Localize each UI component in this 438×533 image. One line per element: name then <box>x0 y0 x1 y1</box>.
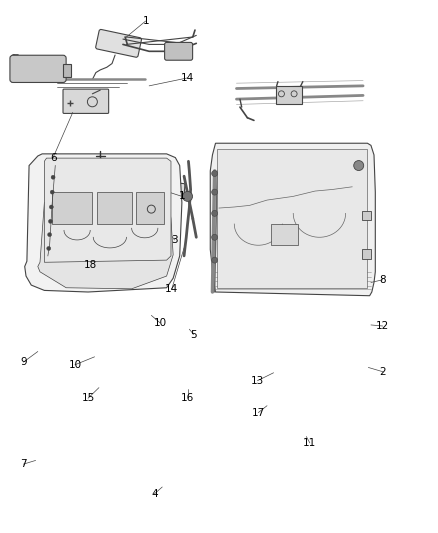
Text: 14: 14 <box>181 73 194 83</box>
Circle shape <box>49 220 53 223</box>
Circle shape <box>50 190 54 194</box>
FancyBboxPatch shape <box>63 89 109 114</box>
Text: 16: 16 <box>181 393 194 403</box>
Circle shape <box>48 232 52 237</box>
Circle shape <box>47 246 51 251</box>
Circle shape <box>212 189 218 195</box>
Text: 13: 13 <box>251 376 264 386</box>
Circle shape <box>49 205 53 209</box>
FancyBboxPatch shape <box>165 43 193 60</box>
Text: 9: 9 <box>20 357 27 367</box>
Polygon shape <box>217 149 367 288</box>
FancyBboxPatch shape <box>276 86 302 104</box>
Circle shape <box>183 191 193 201</box>
Polygon shape <box>25 154 182 292</box>
Text: 14: 14 <box>165 284 178 294</box>
Text: 10: 10 <box>153 318 166 328</box>
Text: 2: 2 <box>379 367 386 377</box>
FancyBboxPatch shape <box>148 181 185 198</box>
Text: 12: 12 <box>376 321 389 331</box>
Text: 3: 3 <box>171 235 178 245</box>
Text: 1: 1 <box>142 16 149 26</box>
Text: 17: 17 <box>252 408 265 418</box>
Circle shape <box>212 171 218 176</box>
FancyBboxPatch shape <box>10 55 66 83</box>
Text: 18: 18 <box>84 261 97 270</box>
Circle shape <box>51 175 55 179</box>
FancyBboxPatch shape <box>272 224 297 245</box>
FancyBboxPatch shape <box>95 29 141 57</box>
Circle shape <box>354 160 364 171</box>
Polygon shape <box>44 158 171 262</box>
FancyBboxPatch shape <box>362 249 371 259</box>
Polygon shape <box>38 184 173 289</box>
FancyBboxPatch shape <box>52 192 92 224</box>
FancyBboxPatch shape <box>362 211 371 220</box>
FancyBboxPatch shape <box>97 192 132 224</box>
Text: 4: 4 <box>151 489 158 499</box>
Text: 11: 11 <box>303 438 316 448</box>
Text: 5: 5 <box>191 329 197 340</box>
Text: 8: 8 <box>379 275 386 285</box>
Text: 10: 10 <box>68 360 81 370</box>
Text: 6: 6 <box>50 152 57 163</box>
FancyBboxPatch shape <box>136 192 164 224</box>
Circle shape <box>212 235 218 240</box>
Text: 1: 1 <box>179 191 185 201</box>
Circle shape <box>212 257 218 263</box>
Circle shape <box>212 211 218 216</box>
Polygon shape <box>210 143 375 296</box>
Text: 15: 15 <box>81 393 95 403</box>
FancyBboxPatch shape <box>63 63 71 77</box>
Text: 7: 7 <box>20 459 27 469</box>
